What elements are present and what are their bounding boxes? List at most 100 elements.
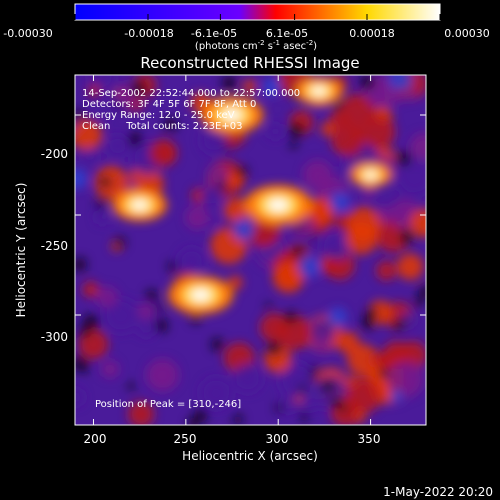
heatmap-blob bbox=[399, 229, 414, 245]
heatmap-blob bbox=[243, 79, 257, 94]
heatmap-blob bbox=[393, 318, 406, 331]
footer-timestamp: 1-May-2022 20:20 bbox=[383, 485, 493, 499]
heatmap-blob bbox=[224, 145, 231, 153]
colorbar-gradient bbox=[74, 3, 441, 21]
heatmap-blob bbox=[376, 260, 397, 281]
heatmap-blob bbox=[207, 164, 228, 185]
colorbar-ticks bbox=[74, 14, 441, 20]
heatmap-blob bbox=[320, 231, 350, 261]
heatmap-blob bbox=[376, 206, 393, 223]
bright-source-peak bbox=[222, 109, 242, 121]
chart-title: Reconstructed RHESSI Image bbox=[140, 54, 359, 72]
heatmap-blob bbox=[309, 235, 316, 242]
heatmap-blob bbox=[75, 119, 103, 152]
colorbar-tick-label: -6.1e-05 bbox=[191, 27, 237, 40]
heatmap-blob bbox=[146, 358, 179, 392]
heatmap-blob bbox=[333, 101, 343, 111]
y-tick-label: -250 bbox=[41, 239, 68, 253]
heatmap-blob bbox=[167, 261, 178, 272]
heatmap-blob bbox=[396, 253, 424, 280]
heatmap-blob bbox=[299, 412, 309, 422]
colorbar-tick-label: 0.00030 bbox=[444, 27, 490, 40]
heatmap-blob bbox=[114, 236, 126, 249]
heatmap-blob bbox=[395, 157, 426, 196]
heatmap-blob bbox=[409, 208, 426, 238]
heatmap-image bbox=[75, 75, 426, 425]
heatmap-blob bbox=[312, 335, 332, 355]
heatmap-blob bbox=[327, 307, 348, 327]
heatmap-blob bbox=[208, 214, 221, 227]
heatmap-blob bbox=[75, 168, 88, 190]
x-tick-label: 200 bbox=[84, 432, 107, 446]
heatmap-blob bbox=[223, 197, 249, 223]
heatmap-blob bbox=[361, 184, 376, 199]
heatmap-blob bbox=[302, 159, 333, 190]
x-tick-label: 300 bbox=[266, 432, 289, 446]
plot-frame bbox=[74, 74, 427, 426]
heatmap-blob bbox=[127, 132, 143, 147]
heatmap-blob bbox=[288, 122, 305, 138]
heatmap-blob bbox=[94, 165, 129, 200]
heatmap-blob bbox=[149, 139, 177, 167]
heatmap-blob bbox=[128, 401, 154, 425]
heatmap-blob bbox=[395, 150, 412, 167]
heatmap-blob bbox=[272, 261, 304, 293]
colorbar: -0.00030 -0.00018 -6.1e-05 6.1e-05 0.000… bbox=[3, 3, 490, 52]
heatmap-blob bbox=[321, 380, 335, 393]
heatmap-blob bbox=[210, 338, 224, 351]
heatmap-blob bbox=[201, 185, 223, 208]
heatmap-blob bbox=[347, 343, 379, 376]
y-tick-label: -300 bbox=[41, 330, 68, 344]
annotation-energy-range: Energy Range: 12.0 - 25.0 keV bbox=[82, 110, 235, 121]
heatmap-blob bbox=[337, 166, 348, 177]
heatmap-blob bbox=[236, 166, 248, 178]
annotation-time-range: 14-Sep-2002 22:52:44.000 to 22:57:00.000 bbox=[82, 88, 300, 99]
heatmap-blob bbox=[274, 403, 284, 413]
heatmap-blob bbox=[190, 313, 201, 325]
bright-source-peak bbox=[311, 86, 326, 96]
heatmap-blob bbox=[370, 351, 387, 368]
annotation-clean-counts: Clean Total counts: 2.23E+03 bbox=[82, 121, 242, 132]
heatmap-blob bbox=[267, 341, 282, 356]
heatmap-blob bbox=[345, 222, 378, 255]
heatmap-blob bbox=[359, 75, 375, 90]
heatmap-blob bbox=[130, 80, 147, 97]
heatmap-blob bbox=[178, 247, 206, 275]
bright-source-peak bbox=[191, 289, 211, 301]
heatmap-blob bbox=[276, 315, 312, 351]
heatmap-blob bbox=[331, 123, 364, 157]
heatmap-blob bbox=[101, 360, 119, 378]
heatmap-blob bbox=[145, 289, 158, 302]
bright-source-peak bbox=[268, 199, 289, 211]
heatmap-blob bbox=[361, 315, 376, 330]
heatmap-blob bbox=[96, 106, 110, 120]
heatmap-blob bbox=[155, 304, 164, 313]
heatmap-blob bbox=[232, 414, 244, 425]
heatmap-blob bbox=[310, 373, 318, 381]
heatmap-blob bbox=[310, 365, 319, 374]
heatmap-blob bbox=[83, 314, 99, 331]
heatmap-blob bbox=[297, 255, 321, 278]
colorbar-tick-label: -0.00018 bbox=[124, 27, 173, 40]
axis-ticks bbox=[75, 75, 426, 425]
heatmap-blob bbox=[154, 318, 168, 333]
heatmap-blob bbox=[228, 275, 243, 290]
heatmap-blob bbox=[294, 223, 302, 232]
bright-source-peak bbox=[364, 171, 377, 179]
observation-annotations: 14-Sep-2002 22:52:44.000 to 22:57:00.000… bbox=[82, 88, 300, 410]
heatmap-blob bbox=[409, 132, 426, 161]
x-tick-label: 350 bbox=[358, 432, 381, 446]
heatmap-blob bbox=[87, 84, 101, 97]
heatmap-blob bbox=[262, 77, 282, 97]
heatmap-blob bbox=[378, 368, 389, 379]
heatmap-blob bbox=[389, 389, 403, 403]
heatmap-blob bbox=[361, 115, 396, 149]
heatmap-blob bbox=[221, 75, 237, 91]
heatmap-blob bbox=[98, 176, 111, 189]
heatmap-blob bbox=[233, 218, 255, 241]
annotation-detectors: Detectors: 3F 4F 5F 6F 7F 8F, Att 0 bbox=[82, 99, 256, 110]
heatmap-blob bbox=[75, 257, 87, 272]
colorbar-unit-label: (photons cm-2 s-1 asec-2) bbox=[195, 39, 317, 52]
heatmap-blob bbox=[82, 281, 100, 298]
heatmap-blob bbox=[194, 408, 208, 423]
